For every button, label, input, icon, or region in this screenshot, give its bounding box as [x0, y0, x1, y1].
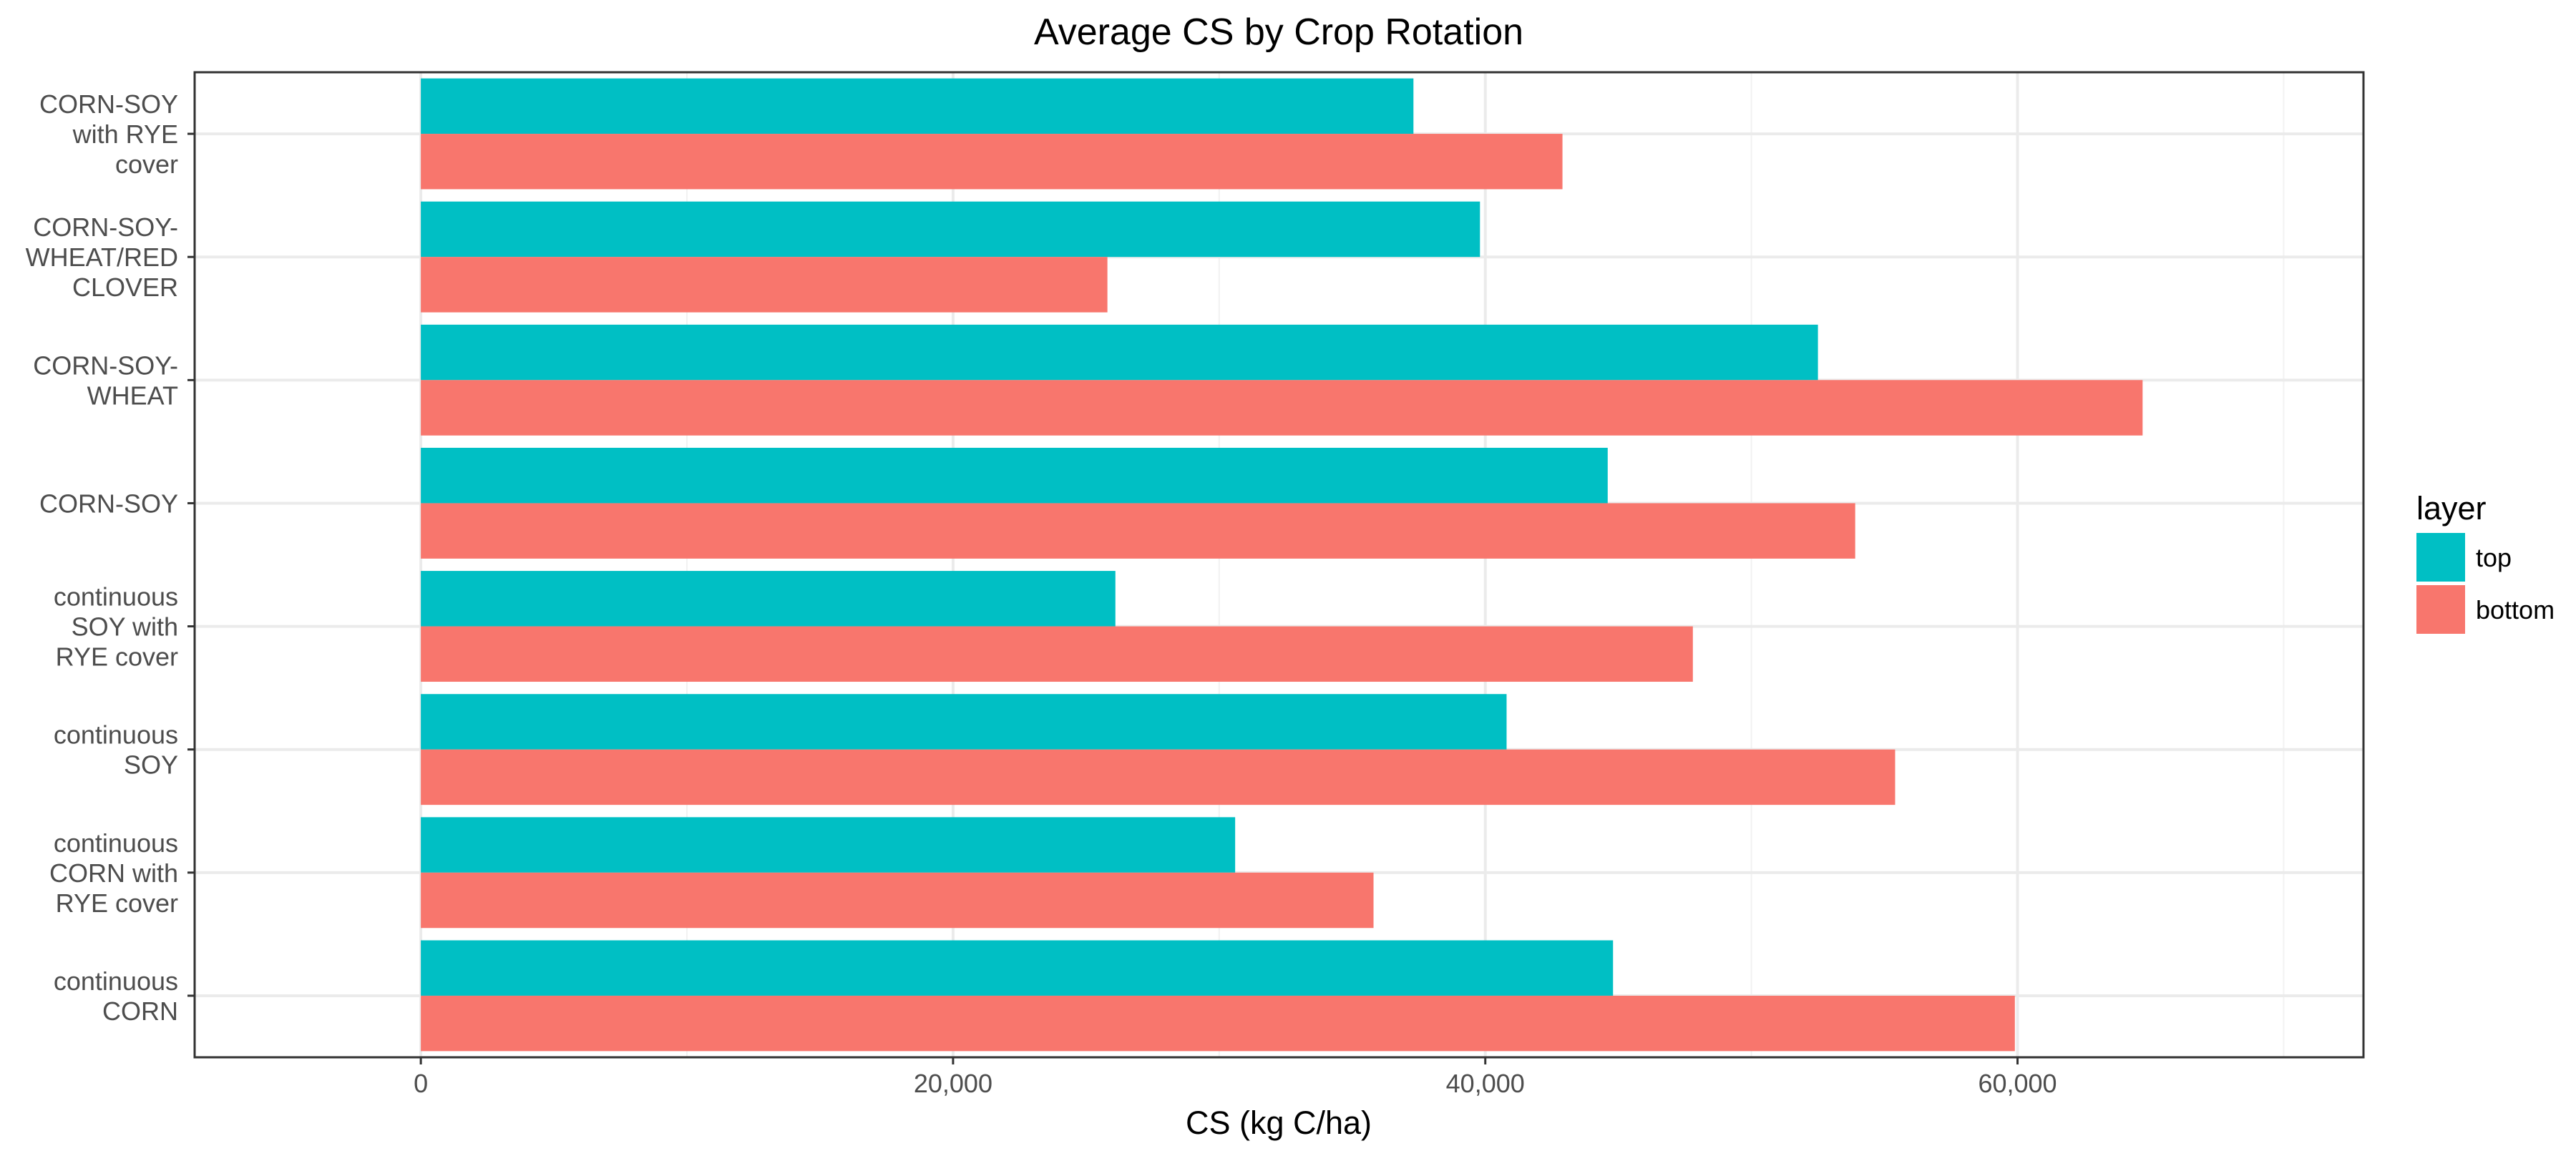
legend-label-top: top	[2476, 543, 2512, 572]
y-tick-label-line: CORN with	[49, 858, 178, 888]
y-tick-label-line: CLOVER	[72, 273, 178, 302]
bar-top	[421, 324, 1818, 381]
y-tick-label-line: cover	[115, 150, 178, 179]
y-tick-label-line: RYE cover	[56, 642, 178, 672]
bar-bottom	[421, 134, 1563, 190]
bar-bottom	[421, 503, 1855, 559]
x-tick-label: 20,000	[914, 1069, 992, 1098]
bar-bottom	[421, 995, 2015, 1052]
bar-bottom	[421, 380, 2143, 436]
legend-title: layer	[2416, 490, 2487, 526]
y-tick-label: continuous CORN	[54, 966, 178, 1026]
y-tick-label-line: CORN-SOY	[39, 489, 178, 518]
y-tick-label: continuous SOY	[54, 720, 178, 780]
x-axis-title: CS (kg C/ha)	[1186, 1105, 1372, 1141]
bar-top	[421, 78, 1414, 134]
legend-label-bottom: bottom	[2476, 595, 2555, 625]
y-tick-label-line: with RYE	[72, 119, 178, 149]
bar-top	[421, 817, 1236, 873]
legend-key-bottom	[2416, 585, 2465, 634]
legend-key-top	[2416, 533, 2465, 582]
y-tick-label-line: RYE cover	[56, 888, 178, 918]
y-tick-label-line: continuous	[54, 582, 178, 612]
y-tick-label: CORN-SOY	[39, 489, 178, 518]
y-tick-label-line: continuous	[54, 828, 178, 858]
y-tick-label-line: CORN-SOY	[39, 89, 178, 119]
y-tick-label: CORN-SOY-WHEAT	[33, 351, 178, 410]
y-tick-label-line: SOY with	[72, 612, 178, 642]
x-tick-label: 40,000	[1446, 1069, 1525, 1098]
y-tick-label-line: CORN	[102, 996, 178, 1026]
y-tick-label-line: CORN-SOY-	[33, 351, 178, 380]
y-tick-label-line: WHEAT/RED	[26, 243, 178, 272]
panel-border	[193, 71, 2365, 1059]
x-tick-label: 0	[414, 1069, 428, 1098]
bar-bottom	[421, 872, 1374, 929]
y-tick-label-line: WHEAT	[87, 381, 178, 410]
bar-top	[421, 694, 1507, 750]
bar-top	[421, 447, 1608, 504]
chart-title: Average CS by Crop Rotation	[1034, 11, 1523, 53]
y-tick-label: CORN-SOY-WHEAT/RED CLOVER	[26, 212, 178, 302]
bar-top	[421, 201, 1480, 258]
y-tick-label: continuous CORN with RYE cover	[49, 828, 178, 918]
bar-bottom	[421, 626, 1693, 682]
y-tick-label: continuous SOY with RYE cover	[54, 582, 178, 672]
bar-top	[421, 571, 1116, 627]
y-tick-label-line: continuous	[54, 720, 178, 750]
y-tick-label: CORN-SOY with RYE cover	[39, 89, 178, 179]
bar-top	[421, 940, 1614, 996]
x-tick-label: 60,000	[1978, 1069, 2057, 1098]
bar-bottom	[421, 749, 1896, 805]
legend: layer top bottom	[2416, 490, 2555, 634]
bar-bottom	[421, 257, 1108, 313]
plot-panel	[193, 71, 2365, 1059]
y-tick-label-line: continuous	[54, 966, 178, 996]
y-tick-label-line: CORN-SOY-	[33, 212, 178, 242]
y-tick-label-line: SOY	[124, 750, 178, 780]
